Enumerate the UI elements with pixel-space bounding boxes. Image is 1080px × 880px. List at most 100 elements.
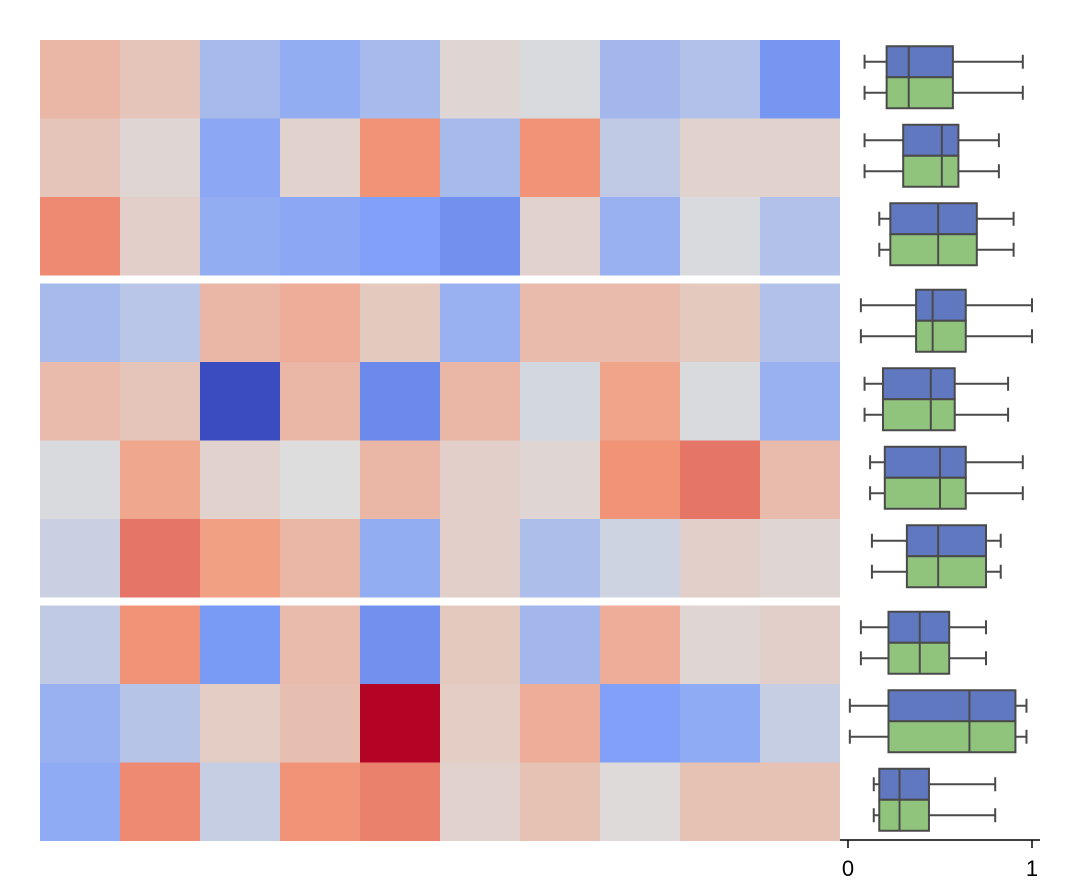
heatmap-cell-r8-c6 bbox=[520, 684, 600, 763]
heatmap-cell-r7-c3 bbox=[280, 605, 360, 684]
heatmap-cell-r9-c4 bbox=[360, 762, 440, 841]
heatmap-cell-r2-c0 bbox=[40, 197, 120, 276]
heatmap-cell-r1-c7 bbox=[600, 118, 680, 197]
box-5-series-1-box bbox=[883, 476, 967, 510]
heatmap-cell-r1-c6 bbox=[520, 118, 600, 197]
box-1-series-0-box bbox=[902, 123, 960, 157]
heatmap-cell-r6-c9 bbox=[760, 519, 840, 598]
box-3-series-1-box bbox=[915, 319, 967, 353]
heatmap-cell-r4-c2 bbox=[200, 362, 280, 441]
heatmap-cell-r7-c5 bbox=[440, 605, 520, 684]
heatmap-cell-r6-c3 bbox=[280, 519, 360, 598]
heatmap-cell-r1-c2 bbox=[200, 118, 280, 197]
heatmap-cell-r1-c3 bbox=[280, 118, 360, 197]
heatmap-cell-r4-c5 bbox=[440, 362, 520, 441]
heatmap-cell-r8-c5 bbox=[440, 684, 520, 763]
box-8-series-0-box bbox=[887, 689, 1017, 723]
box-2-series-1-box bbox=[889, 233, 978, 267]
heatmap-cell-r8-c8 bbox=[680, 684, 760, 763]
heatmap-cell-r7-c4 bbox=[360, 605, 440, 684]
heatmap-cell-r6-c8 bbox=[680, 519, 760, 598]
heatmap-cell-r1-c1 bbox=[120, 118, 200, 197]
heatmap-cell-r0-c1 bbox=[120, 40, 200, 119]
box-4-series-0-box bbox=[881, 367, 956, 401]
heatmap-cell-r8-c3 bbox=[280, 684, 360, 763]
heatmap-cell-r5-c7 bbox=[600, 440, 680, 519]
box-1-series-1-box bbox=[902, 154, 960, 188]
heatmap-cell-r0-c9 bbox=[760, 40, 840, 119]
heatmap-cell-r1-c5 bbox=[440, 118, 520, 197]
heatmap-cell-r7-c1 bbox=[120, 605, 200, 684]
heatmap-cell-r7-c6 bbox=[520, 605, 600, 684]
heatmap-cell-r0-c5 bbox=[440, 40, 520, 119]
heatmap-cell-r4-c7 bbox=[600, 362, 680, 441]
heatmap-cell-r6-c4 bbox=[360, 519, 440, 598]
heatmap-cell-r4-c6 bbox=[520, 362, 600, 441]
boxplot-panel bbox=[848, 45, 1033, 832]
box-5-series-0-box bbox=[883, 445, 967, 479]
heatmap-cell-r2-c7 bbox=[600, 197, 680, 276]
x-tick-label-1: 1 bbox=[1026, 856, 1038, 880]
heatmap-cell-r6-c2 bbox=[200, 519, 280, 598]
heatmap-cell-r6-c0 bbox=[40, 519, 120, 598]
heatmap-cell-r6-c6 bbox=[520, 519, 600, 598]
boxplot-x-axis: 0 1 bbox=[840, 839, 1040, 880]
heatmap bbox=[40, 40, 840, 841]
heatmap-cell-r4-c4 bbox=[360, 362, 440, 441]
heatmap-cell-r5-c3 bbox=[280, 440, 360, 519]
box-6-series-1-box bbox=[905, 555, 988, 589]
heatmap-cell-r3-c4 bbox=[360, 283, 440, 362]
heatmap-cell-r0-c7 bbox=[600, 40, 680, 119]
heatmap-cell-r9-c6 bbox=[520, 762, 600, 841]
heatmap-cell-r3-c1 bbox=[120, 283, 200, 362]
heatmap-cell-r5-c0 bbox=[40, 440, 120, 519]
heatmap-cell-r6-c5 bbox=[440, 519, 520, 598]
heatmap-cell-r3-c0 bbox=[40, 283, 120, 362]
heatmap-cell-r9-c9 bbox=[760, 762, 840, 841]
heatmap-cell-r5-c8 bbox=[680, 440, 760, 519]
heatmap-cell-r5-c5 bbox=[440, 440, 520, 519]
heatmap-cell-r4-c3 bbox=[280, 362, 360, 441]
heatmap-cell-r0-c6 bbox=[520, 40, 600, 119]
heatmap-cell-r2-c5 bbox=[440, 197, 520, 276]
heatmap-cell-r2-c1 bbox=[120, 197, 200, 276]
heatmap-cell-r8-c0 bbox=[40, 684, 120, 763]
heatmap-cell-r3-c5 bbox=[440, 283, 520, 362]
heatmap-cell-r9-c0 bbox=[40, 762, 120, 841]
heatmap-cell-r0-c4 bbox=[360, 40, 440, 119]
heatmap-cell-r8-c9 bbox=[760, 684, 840, 763]
heatmap-cell-r3-c9 bbox=[760, 283, 840, 362]
heatmap-cell-r3-c6 bbox=[520, 283, 600, 362]
heatmap-cell-r9-c7 bbox=[600, 762, 680, 841]
heatmap-cell-r3-c7 bbox=[600, 283, 680, 362]
heatmap-cell-r6-c1 bbox=[120, 519, 200, 598]
heatmap-cell-r5-c4 bbox=[360, 440, 440, 519]
heatmap-cell-r0-c8 bbox=[680, 40, 760, 119]
heatmap-cell-r1-c9 bbox=[760, 118, 840, 197]
heatmap-cell-r5-c1 bbox=[120, 440, 200, 519]
heatmap-cell-r7-c2 bbox=[200, 605, 280, 684]
heatmap-cell-r1-c4 bbox=[360, 118, 440, 197]
heatmap-cell-r5-c9 bbox=[760, 440, 840, 519]
heatmap-cell-r1-c0 bbox=[40, 118, 120, 197]
x-tick-label-0: 0 bbox=[842, 856, 854, 880]
box-4-series-1-box bbox=[881, 398, 956, 432]
heatmap-cell-r2-c3 bbox=[280, 197, 360, 276]
heatmap-cell-r2-c8 bbox=[680, 197, 760, 276]
heatmap-cell-r9-c3 bbox=[280, 762, 360, 841]
heatmap-cell-r5-c2 bbox=[200, 440, 280, 519]
heatmap-cell-r4-c1 bbox=[120, 362, 200, 441]
heatmap-cell-r4-c9 bbox=[760, 362, 840, 441]
box-8-series-1-box bbox=[887, 720, 1017, 754]
box-9-series-0-box bbox=[878, 767, 930, 801]
heatmap-cell-r4-c0 bbox=[40, 362, 120, 441]
heatmap-cell-r9-c8 bbox=[680, 762, 760, 841]
heatmap-cell-r4-c8 bbox=[680, 362, 760, 441]
heatmap-cell-r8-c7 bbox=[600, 684, 680, 763]
heatmap-cell-r8-c2 bbox=[200, 684, 280, 763]
heatmap-cell-r2-c9 bbox=[760, 197, 840, 276]
box-3-series-0-box bbox=[915, 288, 967, 322]
heatmap-cell-r2-c6 bbox=[520, 197, 600, 276]
heatmap-cell-r7-c7 bbox=[600, 605, 680, 684]
